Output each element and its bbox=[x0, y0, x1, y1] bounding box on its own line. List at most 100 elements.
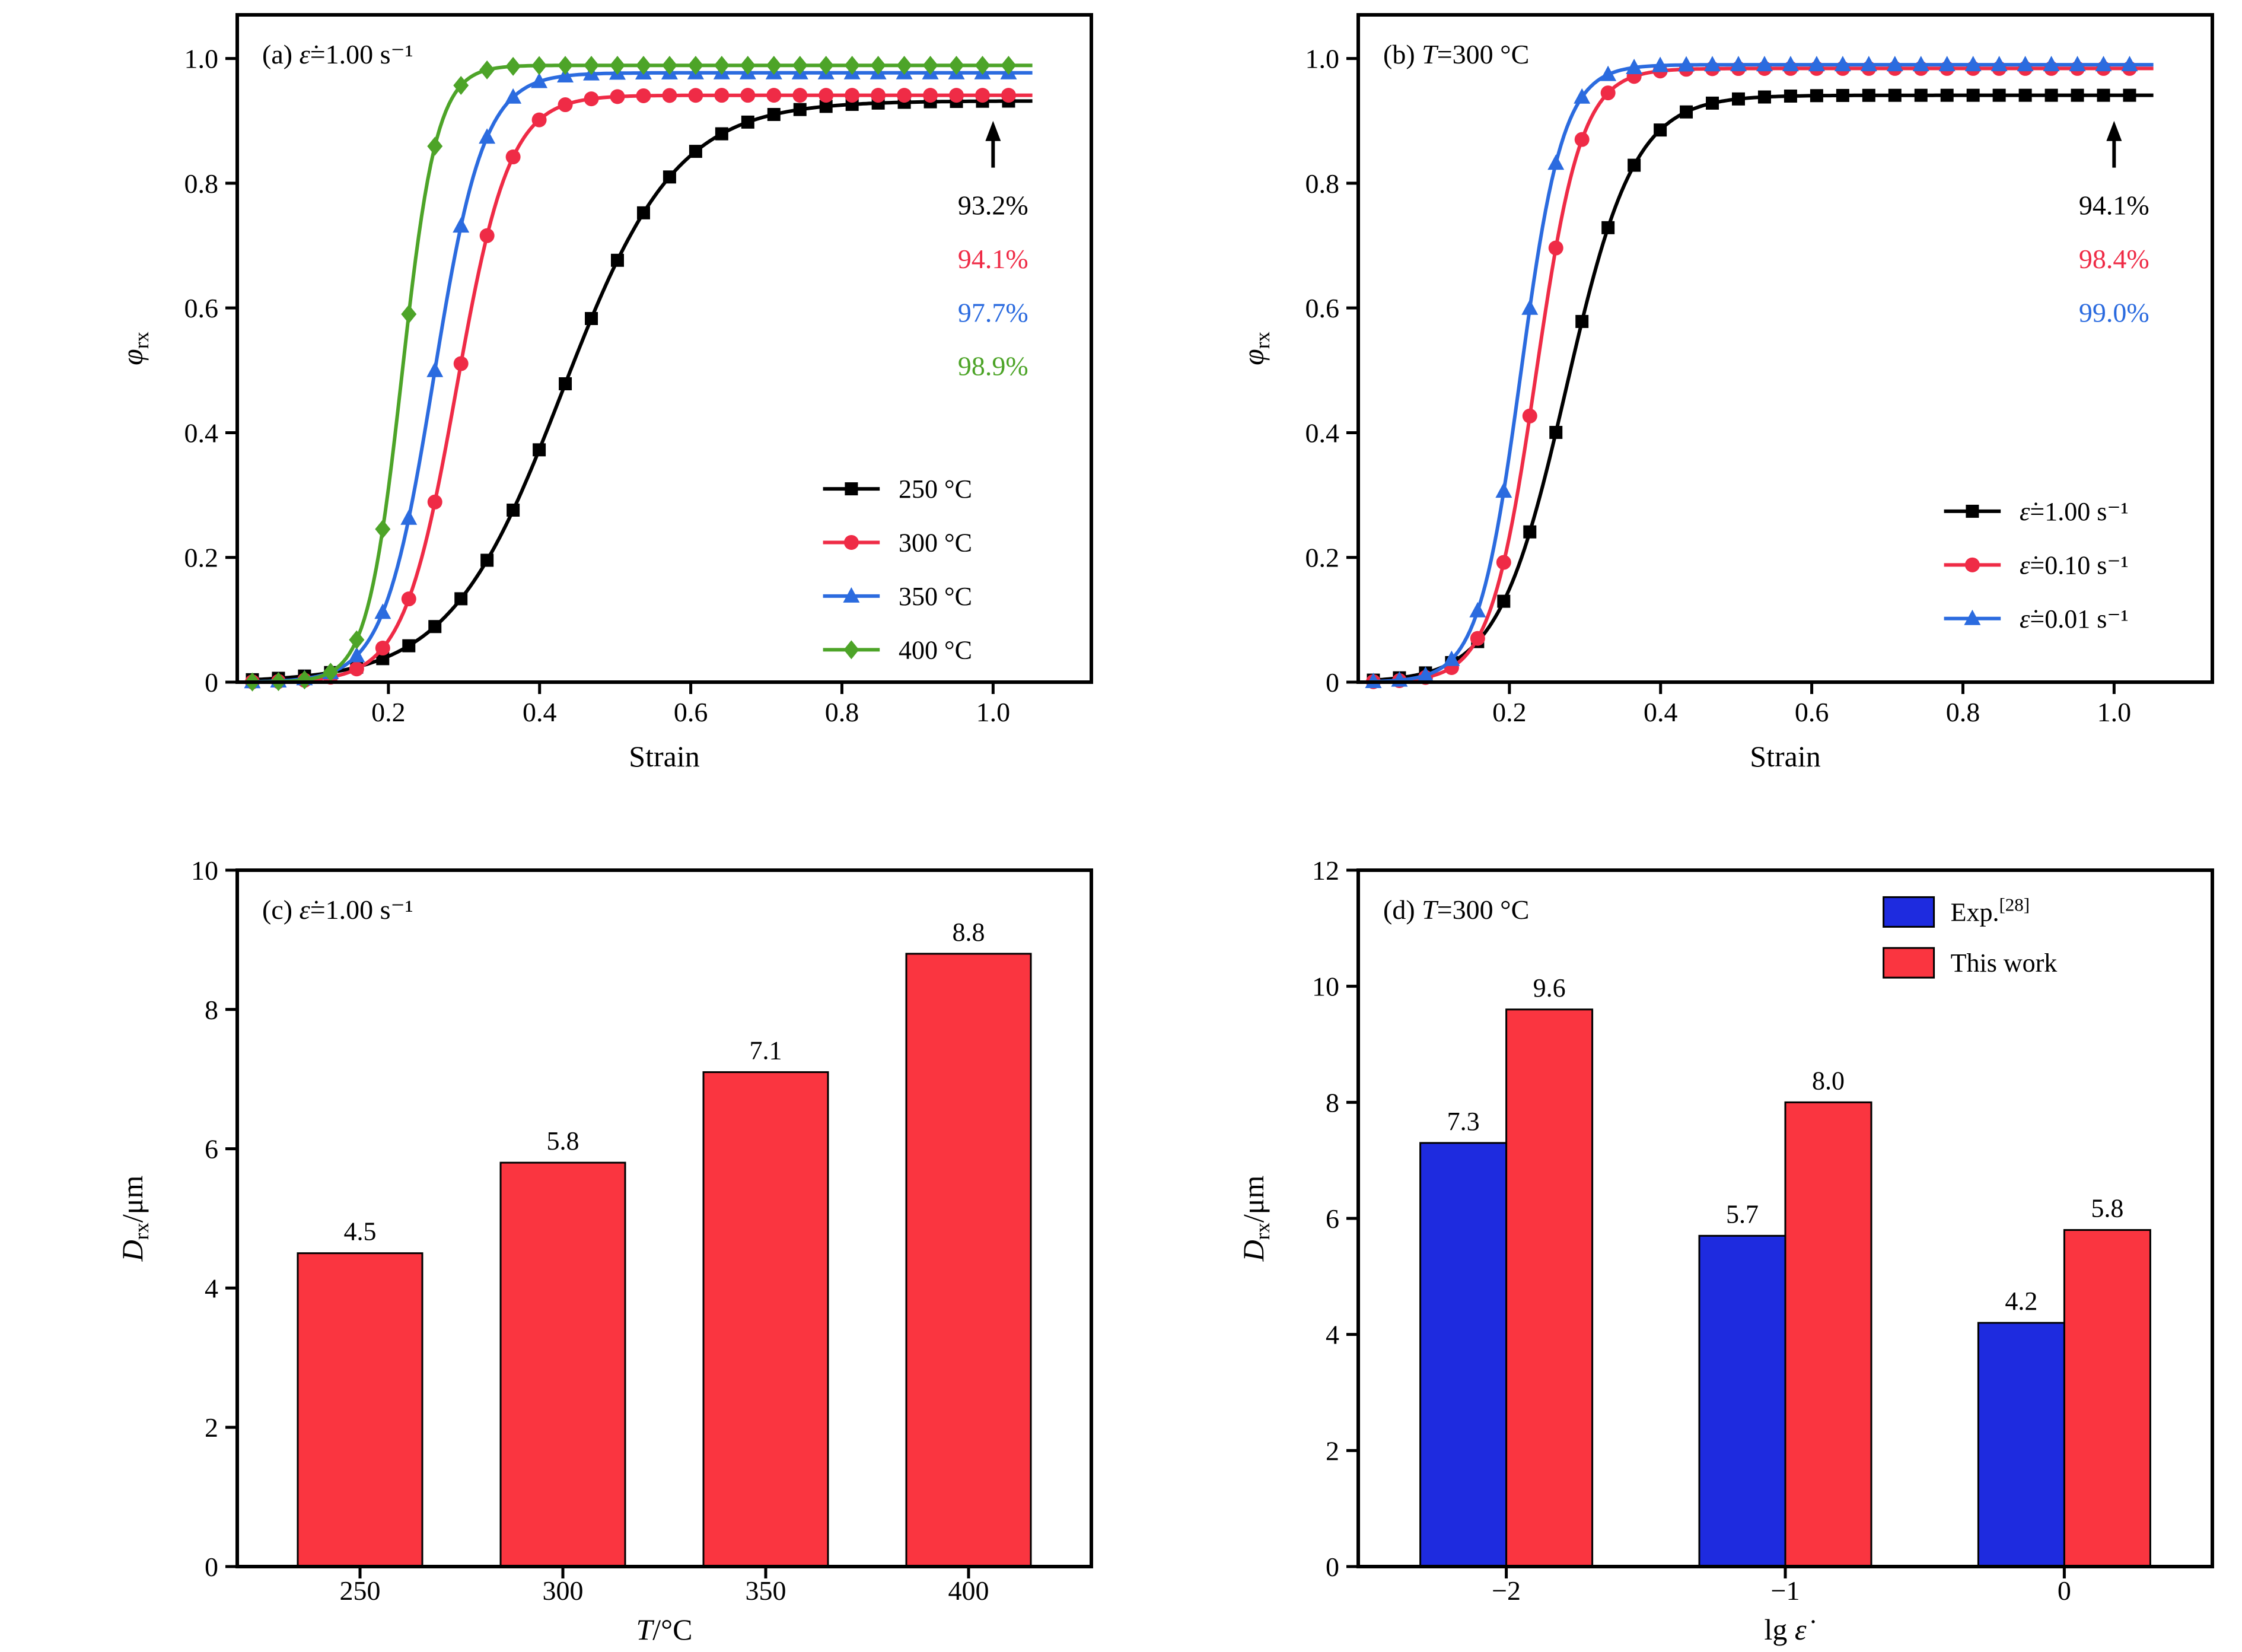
final-fraction-label: 99.0% bbox=[2079, 297, 2149, 327]
triangle-marker bbox=[1964, 56, 1982, 72]
square-marker bbox=[636, 206, 650, 219]
triangle-marker bbox=[1886, 56, 1903, 72]
panel-b-recrystallized-fraction-vs-strain-rates: 0 0.2 0.4 0.6 0.8 1.0 0.2 0.4 0.6 0.8 1.0 ε̇=1.00 s… bbox=[1121, 0, 2242, 826]
series-a-3 bbox=[244, 56, 1033, 692]
circle-marker bbox=[923, 88, 938, 103]
square-marker bbox=[689, 145, 702, 158]
circle-marker bbox=[531, 112, 547, 128]
legend-label: 300 °C bbox=[899, 528, 972, 557]
x-tick-label: 1.0 bbox=[976, 697, 1011, 727]
triangle-marker bbox=[1521, 299, 1539, 315]
square-marker bbox=[2044, 88, 2058, 102]
x-tick-label: 0.4 bbox=[1644, 697, 1678, 727]
bar-value-label: 5.8 bbox=[547, 1126, 579, 1156]
square-marker bbox=[1888, 88, 1902, 102]
triangle-marker bbox=[374, 603, 391, 619]
diamond-marker bbox=[635, 56, 651, 75]
legend-label: 400 °C bbox=[899, 635, 972, 664]
circle-marker bbox=[766, 88, 782, 103]
plot-frame bbox=[1356, 868, 2214, 1568]
diamond-marker bbox=[843, 640, 859, 660]
legend-swatch bbox=[1883, 947, 1935, 979]
triangle-marker bbox=[1574, 88, 1591, 104]
x-tick-label: 0.8 bbox=[1946, 697, 1980, 727]
bar-value-label: 5.8 bbox=[2091, 1194, 2123, 1223]
diamond-marker bbox=[740, 56, 756, 75]
circle-marker bbox=[1522, 408, 1537, 424]
panel-c-grain-size-vs-temperature-bars: 0 2 4 6 8 10 4.5 5.8 7.1 8.8 250 300 350 400 (c) ε̇=1.… bbox=[0, 826, 1121, 1652]
x-axis-a: 0.2 0.4 0.6 0.8 1.0 bbox=[371, 682, 1010, 727]
bar-Exp.[28]-−1 bbox=[1698, 1234, 1786, 1568]
diamond-marker bbox=[1001, 56, 1017, 75]
annotation-b: 94.1% 98.4% 99.0% bbox=[2079, 120, 2149, 327]
y-axis-d: 0 2 4 6 8 10 12 bbox=[1312, 855, 1358, 1582]
chart-b: 0 0.2 0.4 0.6 0.8 1.0 0.2 0.4 0.6 0.8 1.0 ε̇=1.00 s… bbox=[1237, 13, 2214, 773]
x-axis-b: 0.2 0.4 0.6 0.8 1.0 bbox=[1492, 682, 2131, 727]
diamond-marker bbox=[297, 670, 313, 690]
circle-marker bbox=[714, 88, 730, 103]
y-axis-a: 0 0.2 0.4 0.6 0.8 1.0 bbox=[184, 44, 237, 698]
bar-This work-0 bbox=[2063, 1229, 2151, 1568]
square-marker bbox=[559, 377, 572, 390]
y-tick-label: 1.0 bbox=[184, 44, 219, 74]
x-axis-label: Strain bbox=[1750, 740, 1820, 773]
circle-marker bbox=[688, 88, 703, 103]
square-marker bbox=[610, 253, 624, 267]
square-marker bbox=[1836, 88, 1849, 102]
square-marker bbox=[1549, 425, 1563, 439]
y-tick-label: 0.8 bbox=[184, 168, 219, 199]
triangle-marker bbox=[1730, 56, 1747, 72]
y-tick-label: 4 bbox=[205, 1273, 218, 1303]
triangle-marker bbox=[479, 128, 496, 144]
circle-marker bbox=[1001, 88, 1016, 103]
triangle-marker bbox=[1834, 56, 1851, 72]
series-a-1 bbox=[244, 88, 1033, 690]
square-marker bbox=[819, 100, 833, 113]
square-marker bbox=[663, 170, 676, 184]
y-tick-label: 0.6 bbox=[1305, 293, 1340, 323]
legend-label: 350 °C bbox=[899, 582, 972, 611]
diamond-marker bbox=[505, 56, 521, 76]
y-tick-label: 0 bbox=[205, 1552, 218, 1582]
bar-value-label: 5.7 bbox=[1726, 1199, 1759, 1228]
panel-label-a: (a) ε̇=1.00 s⁻¹ bbox=[262, 39, 413, 69]
circle-marker bbox=[636, 88, 651, 103]
panel-label-c: (c) ε̇=1.00 s⁻¹ bbox=[262, 895, 413, 925]
diamond-marker bbox=[792, 56, 808, 75]
bar-value-label: 4.2 bbox=[2005, 1287, 2037, 1316]
square-marker bbox=[1914, 88, 1928, 102]
legend-label: This work bbox=[1951, 948, 2058, 978]
diamond-marker bbox=[974, 56, 991, 75]
x-tick-label: −1 bbox=[1771, 1575, 1800, 1606]
series-b-0 bbox=[1367, 88, 2154, 687]
chart-a: 0 0.2 0.4 0.6 0.8 1.0 0.2 0.4 0.6 0.8 1.0 250 °C 300… bbox=[116, 13, 1093, 773]
arrow-head bbox=[2106, 120, 2122, 141]
circle-marker bbox=[479, 228, 495, 243]
square-marker bbox=[1523, 525, 1537, 539]
bar-value-label: 9.6 bbox=[1533, 973, 1566, 1002]
bar-value-label: 8.8 bbox=[953, 918, 985, 947]
diamond-marker bbox=[531, 56, 547, 75]
legend-label: ε̇=0.01 s⁻¹ bbox=[2020, 604, 2129, 634]
y-tick-label: 1.0 bbox=[1305, 44, 1340, 74]
square-marker bbox=[1497, 594, 1511, 608]
triangle-marker bbox=[1417, 666, 1434, 682]
y-tick-label: 6 bbox=[1326, 1204, 1339, 1234]
bar-Drx-400 bbox=[905, 953, 1032, 1568]
x-axis-label: lg ε̇ bbox=[1764, 1613, 1815, 1646]
y-tick-label: 6 bbox=[205, 1134, 218, 1164]
triangle-marker bbox=[1495, 482, 1512, 498]
circle-marker bbox=[1496, 555, 1511, 570]
y-tick-label: 4 bbox=[1326, 1320, 1339, 1350]
diamond-marker bbox=[323, 663, 339, 682]
bars-d: 7.3 5.7 4.2 9.6 8.0 5.8 bbox=[1419, 973, 2151, 1568]
chart-c: 0 2 4 6 8 10 4.5 5.8 7.1 8.8 250 300 350 400 (c) ε̇=1.… bbox=[116, 855, 1093, 1646]
circle-marker bbox=[427, 494, 442, 510]
final-fraction-label: 93.2% bbox=[958, 190, 1028, 220]
square-marker bbox=[1992, 88, 2006, 102]
triangle-marker bbox=[1704, 56, 1721, 72]
square-marker bbox=[1757, 90, 1771, 104]
x-tick-label: 0.2 bbox=[371, 697, 406, 727]
y-tick-label: 0.6 bbox=[184, 293, 219, 323]
